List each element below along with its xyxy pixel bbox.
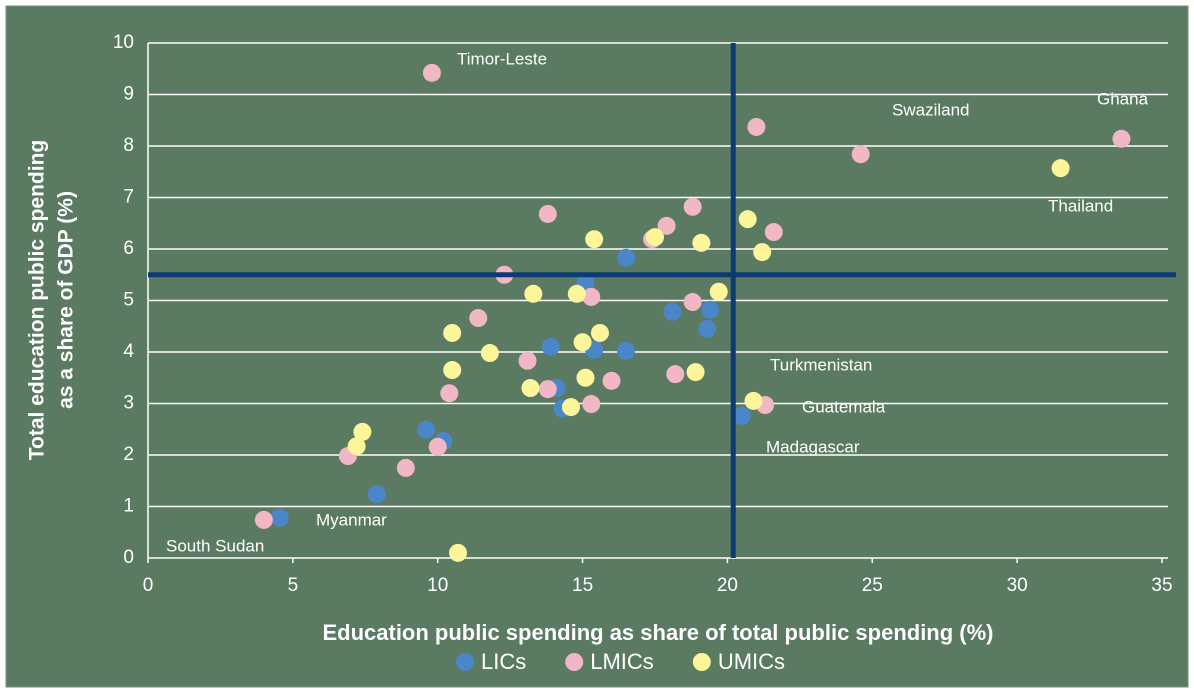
point bbox=[443, 323, 462, 342]
x-tick-label: 10 bbox=[427, 575, 448, 596]
point bbox=[518, 351, 537, 370]
point bbox=[617, 248, 636, 267]
legend-label: UMICs bbox=[718, 649, 785, 674]
point bbox=[666, 365, 685, 384]
y-tick-label: 10 bbox=[113, 32, 134, 53]
annotation: Thailand bbox=[1048, 196, 1113, 215]
point bbox=[524, 284, 543, 303]
annotation: Myanmar bbox=[316, 510, 387, 529]
y-axis-title-line: Total education public spending bbox=[26, 140, 49, 460]
point bbox=[367, 485, 386, 504]
point bbox=[448, 543, 467, 562]
point bbox=[764, 223, 783, 242]
y-tick-label: 5 bbox=[123, 290, 134, 311]
y-axis-title: Total education public spending as a shar… bbox=[26, 140, 78, 460]
point bbox=[602, 371, 621, 390]
x-tick-label: 15 bbox=[572, 575, 593, 596]
point bbox=[573, 333, 592, 352]
y-tick-label: 7 bbox=[123, 187, 134, 208]
point bbox=[692, 233, 711, 252]
point bbox=[582, 287, 601, 306]
y-tick-label: 3 bbox=[123, 393, 134, 414]
point bbox=[538, 380, 557, 399]
point bbox=[353, 422, 372, 441]
y-tick-label: 8 bbox=[123, 135, 134, 156]
point bbox=[663, 302, 682, 321]
point bbox=[698, 319, 717, 338]
point bbox=[753, 243, 772, 262]
point bbox=[851, 145, 870, 164]
point bbox=[738, 210, 757, 229]
point bbox=[254, 510, 273, 529]
x-tick-label: 20 bbox=[717, 575, 738, 596]
point bbox=[561, 398, 580, 417]
annotation: Swaziland bbox=[892, 100, 970, 119]
x-axis-title: Education public spending as share of to… bbox=[322, 620, 993, 645]
y-axis-title-line: as a share of GDP (%) bbox=[55, 191, 78, 409]
point bbox=[709, 282, 728, 301]
point bbox=[617, 341, 636, 360]
point bbox=[1051, 159, 1070, 178]
legend-label: LICs bbox=[481, 649, 526, 674]
y-tick-label: 6 bbox=[123, 238, 134, 259]
legend-marker bbox=[565, 653, 584, 671]
x-tick-label: 5 bbox=[288, 575, 299, 596]
point bbox=[469, 309, 488, 328]
y-tick-label: 0 bbox=[123, 547, 134, 568]
point bbox=[582, 395, 601, 414]
point bbox=[541, 337, 560, 356]
point bbox=[270, 508, 289, 527]
y-tick-label: 4 bbox=[123, 341, 134, 362]
annotation: Timor-Leste bbox=[457, 49, 547, 68]
annotation: Turkmenistan bbox=[770, 355, 872, 374]
point bbox=[538, 204, 557, 223]
annotation: Ghana bbox=[1097, 89, 1149, 108]
point bbox=[576, 368, 595, 387]
point bbox=[428, 437, 447, 456]
point bbox=[683, 293, 702, 312]
point bbox=[747, 117, 766, 136]
x-tick-label: 25 bbox=[862, 575, 883, 596]
annotation: Guatemala bbox=[802, 397, 886, 416]
point bbox=[521, 379, 540, 398]
point bbox=[585, 230, 604, 249]
point bbox=[686, 363, 705, 382]
legend-marker bbox=[692, 653, 711, 671]
point bbox=[347, 437, 366, 456]
legend-marker bbox=[456, 653, 474, 671]
x-tick-label: 0 bbox=[143, 575, 154, 596]
annotation: South Sudan bbox=[166, 536, 264, 555]
x-tick-label: 35 bbox=[1151, 575, 1172, 596]
legend-label: LMICs bbox=[590, 649, 654, 674]
y-tick-label: 1 bbox=[123, 496, 134, 517]
point bbox=[422, 63, 441, 82]
point bbox=[683, 197, 702, 216]
point bbox=[417, 420, 436, 439]
point bbox=[567, 284, 586, 303]
annotation: Madagascar bbox=[766, 437, 860, 456]
point bbox=[646, 228, 664, 247]
x-tick-label: 30 bbox=[1007, 575, 1028, 596]
point bbox=[440, 384, 459, 403]
point bbox=[443, 361, 462, 380]
point bbox=[396, 458, 415, 477]
y-tick-label: 2 bbox=[123, 444, 134, 465]
point bbox=[480, 344, 499, 363]
point bbox=[657, 216, 676, 235]
y-tick-label: 9 bbox=[123, 84, 134, 105]
point bbox=[732, 406, 751, 425]
point bbox=[590, 323, 609, 342]
point bbox=[1112, 129, 1131, 148]
point bbox=[744, 391, 763, 410]
point bbox=[701, 300, 720, 319]
